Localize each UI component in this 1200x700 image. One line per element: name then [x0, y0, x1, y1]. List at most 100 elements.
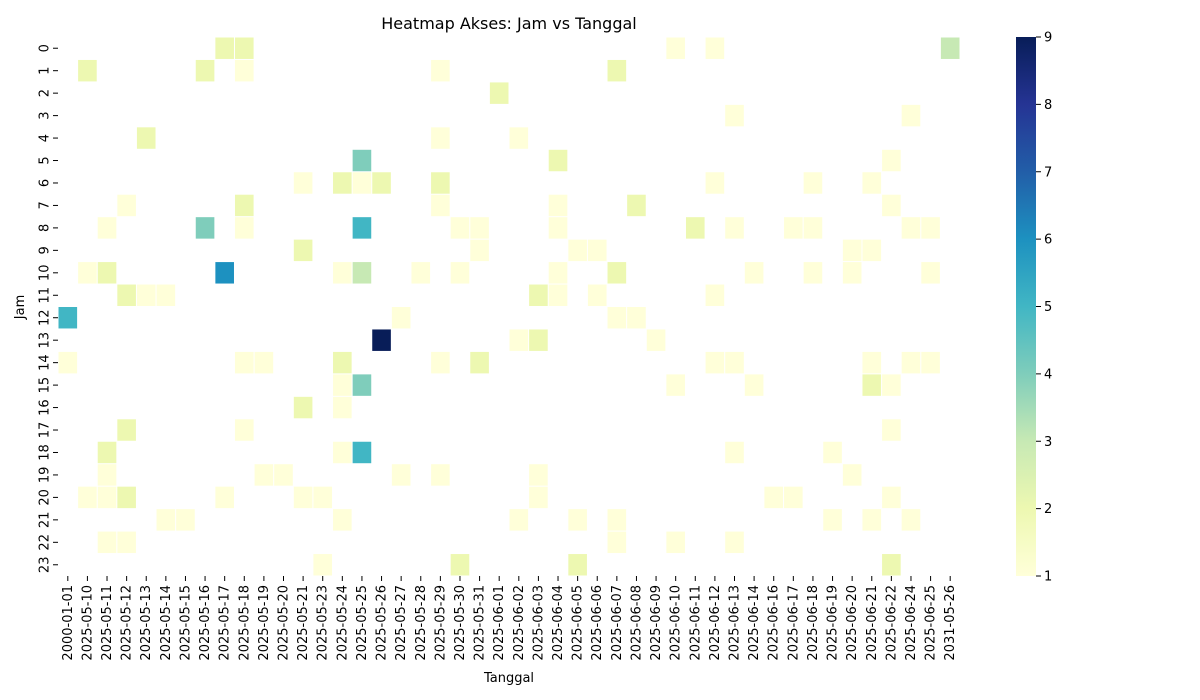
heatmap-cell — [862, 509, 882, 531]
x-tick-label: 2025-05-14 — [159, 585, 174, 661]
x-tick-label: 2025-05-17 — [218, 585, 233, 661]
heatmap-cell — [78, 59, 97, 82]
heatmap-cell — [470, 351, 489, 374]
heatmap-cell — [882, 419, 901, 441]
x-tick-label: 2025-06-09 — [649, 585, 664, 661]
x-tick-label: 2025-06-21 — [865, 585, 880, 661]
x-tick-label: 2025-05-24 — [335, 585, 350, 661]
heatmap-cell — [882, 194, 901, 217]
heatmap-cell — [764, 486, 784, 509]
heatmap-cell — [117, 284, 136, 306]
heatmap-cell — [156, 509, 176, 531]
heatmap-cells — [58, 37, 960, 576]
y-tick-label: 7 — [38, 201, 53, 209]
heatmap-cell — [940, 37, 960, 59]
x-tick-label: 2025-05-18 — [237, 585, 252, 661]
x-tick-label: 2025-05-19 — [257, 585, 272, 661]
x-tick-label: 2025-06-04 — [551, 585, 566, 661]
heatmap-cell — [97, 486, 117, 509]
heatmap-cell — [195, 217, 215, 239]
x-tick-label: 2025-06-19 — [826, 585, 841, 661]
x-tick-label: 2025-05-20 — [277, 585, 292, 661]
heatmap-cell — [333, 351, 352, 374]
x-tick-label: 2025-05-26 — [375, 585, 390, 661]
chart-title: Heatmap Akses: Jam vs Tanggal — [381, 14, 637, 33]
x-tick-label: 2025-06-24 — [904, 585, 919, 661]
heatmap-cell — [882, 554, 901, 576]
heatmap-cell — [627, 307, 646, 329]
heatmap-cell — [450, 217, 470, 239]
heatmap-cell — [234, 217, 254, 239]
y-tick-label: 11 — [38, 287, 53, 304]
heatmap-cell — [862, 351, 882, 374]
heatmap-cell — [901, 217, 921, 239]
heatmap-cell — [195, 59, 215, 82]
heatmap-cell — [254, 351, 274, 374]
x-tick-label: 2025-06-25 — [924, 585, 939, 661]
heatmap-cell — [293, 486, 313, 509]
heatmap-cell — [78, 262, 97, 284]
heatmap-cell — [587, 284, 607, 306]
heatmap-cell — [529, 329, 548, 351]
heatmap-cell — [352, 217, 372, 239]
heatmap-cell — [489, 82, 509, 104]
heatmap-cell — [313, 554, 333, 576]
heatmap-cell — [587, 239, 607, 262]
y-tick-label: 18 — [38, 444, 53, 461]
colorbar-tick-label: 2 — [1044, 502, 1052, 517]
heatmap-cell — [823, 441, 842, 464]
x-tick-label: 2025-05-29 — [433, 585, 448, 661]
heatmap-cell — [548, 149, 568, 172]
x-tick-label: 2025-05-25 — [355, 585, 370, 661]
y-tick-label: 1 — [38, 67, 53, 75]
heatmap-cell — [333, 396, 352, 419]
x-tick-label: 2025-05-12 — [120, 585, 135, 661]
y-tick-label: 6 — [38, 179, 53, 187]
heatmap-cell — [97, 531, 117, 554]
heatmap-cell — [842, 239, 862, 262]
y-tick-label: 21 — [38, 512, 53, 529]
colorbar-tick-label: 8 — [1044, 98, 1052, 113]
heatmap-cell — [548, 284, 568, 306]
x-tick-label: 2025-06-03 — [531, 585, 546, 661]
x-tick-label: 2025-05-13 — [139, 585, 154, 661]
heatmap-cell — [372, 329, 391, 351]
x-tick-label: 2000-01-01 — [61, 585, 76, 661]
heatmap-cell — [842, 464, 862, 486]
heatmap-cell — [784, 217, 803, 239]
x-axis-label: Tanggal — [483, 671, 534, 686]
heatmap-cell — [117, 194, 136, 217]
colorbar-tick-label: 1 — [1044, 570, 1052, 585]
heatmap-cell — [431, 464, 450, 486]
y-tick-label: 4 — [38, 134, 53, 142]
heatmap-cell — [607, 509, 627, 531]
y-tick-label: 14 — [38, 354, 53, 371]
x-tick-label: 2025-06-02 — [512, 585, 527, 661]
heatmap-cell — [568, 239, 587, 262]
heatmap-cell — [823, 509, 842, 531]
x-tick-label: 2025-06-22 — [884, 585, 899, 661]
heatmap-cell — [372, 172, 391, 194]
x-tick-label: 2025-05-21 — [296, 585, 311, 661]
x-tick-label: 2025-06-12 — [708, 585, 723, 661]
heatmap-cell — [352, 262, 372, 284]
heatmap-cell — [58, 351, 78, 374]
y-tick-label: 12 — [38, 309, 53, 326]
heatmap-cell — [431, 194, 450, 217]
x-tick-label: 2025-06-14 — [747, 585, 762, 661]
x-tick-label: 2025-06-20 — [845, 585, 860, 661]
heatmap-cell — [470, 217, 489, 239]
colorbar-tick-label: 7 — [1044, 165, 1052, 180]
heatmap-cell — [705, 351, 725, 374]
heatmap-cell — [136, 284, 156, 306]
heatmap-cell — [58, 307, 78, 329]
heatmap-cell — [176, 509, 195, 531]
heatmap-cell — [431, 351, 450, 374]
heatmap-cell — [215, 486, 234, 509]
heatmap-cell — [607, 307, 627, 329]
colorbar-tick-label: 9 — [1044, 31, 1052, 46]
heatmap-cell — [862, 374, 882, 396]
heatmap-cell — [391, 464, 411, 486]
heatmap-cell — [666, 374, 685, 396]
